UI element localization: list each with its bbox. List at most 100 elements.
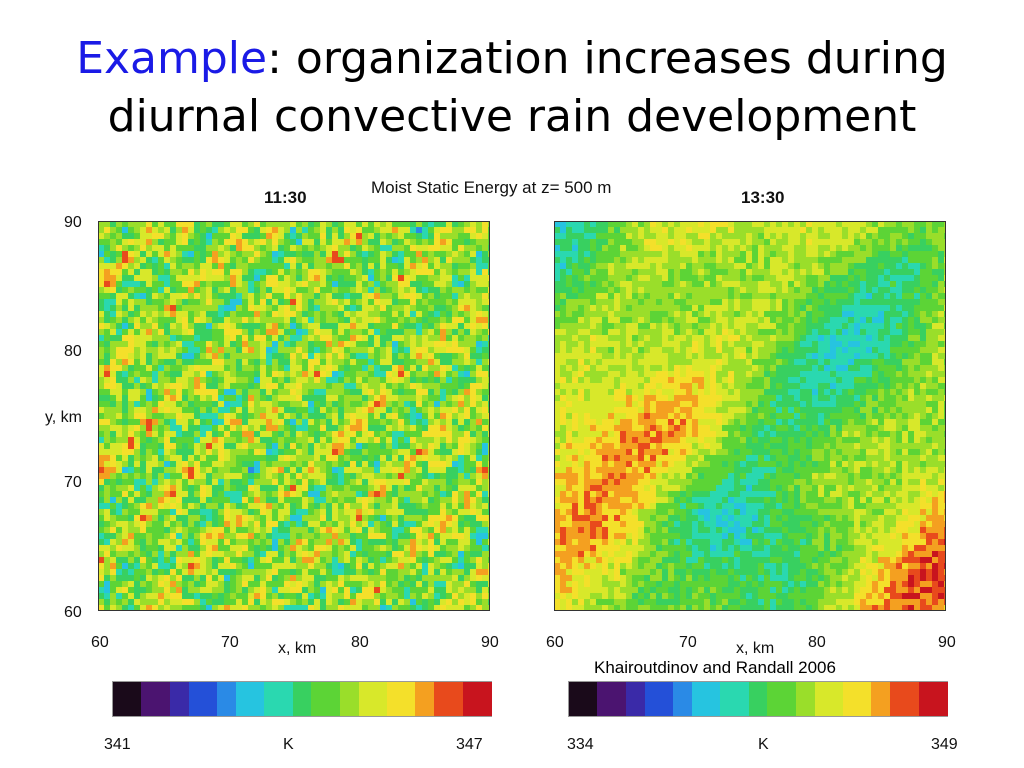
right-xtick-70: 70 (679, 634, 697, 651)
colorbar-swatch (264, 682, 275, 716)
colorbar-swatch (937, 682, 949, 716)
colorbar-swatch (377, 682, 389, 716)
colorbar-swatch (720, 682, 731, 716)
right-xtick-80: 80 (808, 634, 826, 651)
colorbar-left-min: 341 (104, 736, 131, 753)
colorbar-swatch (758, 682, 769, 716)
left-xtick-60: 60 (91, 634, 109, 651)
colorbar-swatch (852, 682, 864, 716)
colorbar-swatch (748, 682, 760, 716)
colorbar-swatch (578, 682, 590, 716)
colorbar-swatch (302, 682, 313, 716)
colorbar-swatch (283, 682, 294, 716)
colorbar-swatch (198, 682, 209, 716)
colorbar-swatch (235, 682, 247, 716)
colorbar-swatch (131, 682, 143, 716)
heatmap-left (98, 221, 490, 611)
colorbar-swatch (254, 682, 266, 716)
colorbar-swatch (928, 682, 939, 716)
colorbar-swatch (415, 682, 426, 716)
heatmap-left-canvas (98, 221, 490, 611)
colorbar-swatch (311, 682, 323, 716)
figure-title: Moist Static Energy at z= 500 m (371, 178, 612, 197)
colorbar-left (112, 681, 493, 717)
colorbar-swatch (682, 682, 693, 716)
colorbar-swatch (141, 682, 152, 716)
colorbar-swatch (691, 682, 703, 716)
colorbar-swatch (587, 682, 599, 716)
colorbar-swatch (292, 682, 304, 716)
colorbar-swatch (861, 682, 873, 716)
colorbar-swatch (216, 682, 228, 716)
colorbar-swatch (814, 682, 826, 716)
left-ylabel: y, km (44, 409, 82, 426)
colorbar-swatch (899, 682, 911, 716)
colorbar-swatch (843, 682, 854, 716)
colorbar-swatch (795, 682, 807, 716)
colorbar-swatch (880, 682, 892, 716)
colorbar-swatch (481, 682, 493, 716)
colorbar-swatch (569, 682, 580, 716)
left-xlabel: x, km (278, 640, 317, 657)
colorbar-swatch (160, 682, 171, 716)
colorbar-swatch (207, 682, 219, 716)
colorbar-swatch (635, 682, 646, 716)
colorbar-swatch (169, 682, 181, 716)
colorbar-swatch (453, 682, 464, 716)
colorbar-swatch (150, 682, 162, 716)
colorbar-swatch (890, 682, 901, 716)
colorbar-swatch (710, 682, 722, 716)
colorbar-swatch (396, 682, 408, 716)
colorbar-swatch (701, 682, 712, 716)
right-xtick-60: 60 (546, 634, 564, 651)
colorbar-swatch (644, 682, 656, 716)
colorbar-swatch (729, 682, 741, 716)
colorbar-swatch (616, 682, 627, 716)
title-rest: : organization increases during (267, 33, 948, 84)
colorbar-swatch (339, 682, 351, 716)
panel-left-time: 11:30 (264, 188, 307, 207)
colorbar-swatch (909, 682, 920, 716)
colorbar-swatch (672, 682, 684, 716)
colorbar-swatch (320, 682, 332, 716)
colorbar-swatch (462, 682, 474, 716)
plot-frame (554, 221, 946, 611)
colorbar-swatch (245, 682, 256, 716)
left-xtick-90: 90 (481, 634, 499, 651)
colorbar-left-max: 347 (456, 736, 483, 753)
colorbar-swatch (368, 682, 379, 716)
heatmap-right-canvas (554, 221, 946, 611)
colorbar-swatch (472, 682, 483, 716)
colorbar-swatch (434, 682, 445, 716)
right-xlabel: x, km (736, 640, 775, 657)
colorbar-swatch (387, 682, 398, 716)
left-ytick-70: 70 (64, 474, 82, 491)
colorbar-swatch (824, 682, 835, 716)
colorbar-right-min: 334 (567, 736, 594, 753)
colorbar-swatch (805, 682, 816, 716)
colorbar-left-unit: K (283, 736, 294, 753)
heatmap-cells (98, 221, 490, 611)
colorbar-swatch (786, 682, 797, 716)
colorbar-swatch (833, 682, 845, 716)
colorbar-swatch (113, 682, 124, 716)
colorbar-swatch (179, 682, 190, 716)
colorbar-swatch (767, 682, 779, 716)
slide-title: Example: organization increases during d… (0, 30, 1024, 146)
colorbar-swatch (358, 682, 370, 716)
colorbar-swatch (663, 682, 675, 716)
colorbar-swatch (871, 682, 882, 716)
title-line2: diurnal convective rain development (107, 91, 917, 142)
colorbar-swatch (273, 682, 285, 716)
left-xtick-80: 80 (351, 634, 369, 651)
left-ytick-60: 60 (64, 604, 82, 621)
left-xtick-70: 70 (221, 634, 239, 651)
colorbar-swatch (739, 682, 750, 716)
colorbar-right-unit: K (758, 736, 769, 753)
credit-text: Khairoutdinov and Randall 2006 (594, 658, 836, 677)
colorbar-swatch (606, 682, 618, 716)
left-ytick-80: 80 (64, 343, 82, 360)
left-ytick-90: 90 (64, 214, 82, 231)
colorbar-swatch (654, 682, 665, 716)
heatmap-cells (554, 221, 946, 611)
